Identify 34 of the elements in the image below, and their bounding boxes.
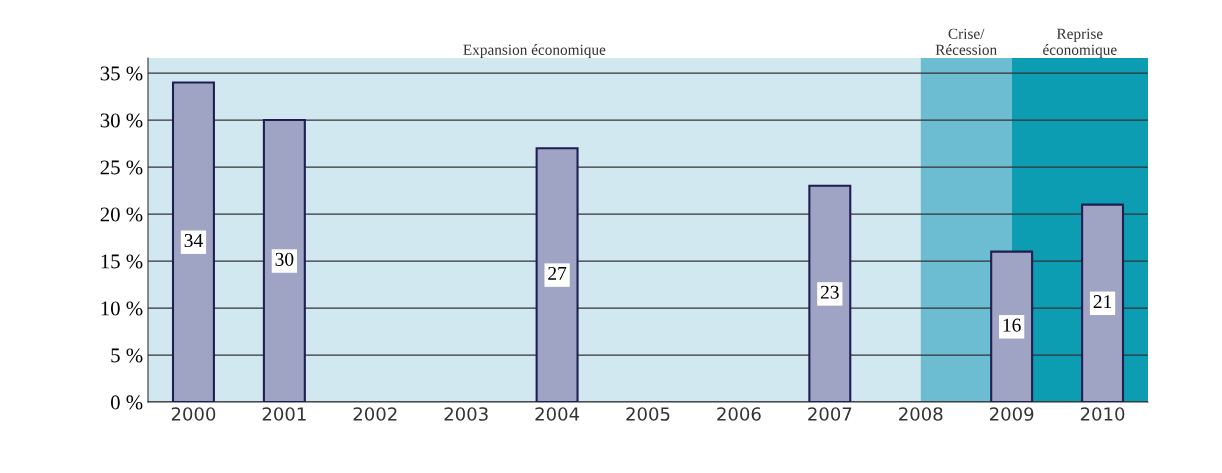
x-tick-label: 2006 xyxy=(717,407,761,421)
data-label: 30 xyxy=(275,252,294,266)
x-tick-label: 2007 xyxy=(808,407,852,421)
x-tick-label: 2004 xyxy=(535,407,580,421)
band-label: Reprise économique xyxy=(1043,28,1117,58)
data-label: 27 xyxy=(548,266,567,280)
x-tick-label: 2009 xyxy=(989,407,1034,421)
x-tick-label: 2010 xyxy=(1080,407,1125,421)
data-label: 21 xyxy=(1093,295,1112,308)
x-tick-label: 2005 xyxy=(626,407,670,421)
x-tick-label: 2000 xyxy=(171,407,216,421)
band-label: Expansion économique xyxy=(463,44,606,58)
y-tick-label: 30 % xyxy=(100,113,143,128)
bar xyxy=(171,81,215,402)
y-tick-label: 20 % xyxy=(100,207,143,222)
band-label: Crise/ Récession xyxy=(935,28,997,55)
bar xyxy=(262,118,306,402)
bar xyxy=(808,184,852,402)
bar xyxy=(535,147,579,402)
y-tick-label: 10 % xyxy=(101,301,143,316)
y-tick-label: 35 % xyxy=(100,66,143,81)
y-tick-label: 15 % xyxy=(101,254,143,269)
y-tick-label: 25 % xyxy=(100,160,143,175)
data-label: 23 xyxy=(820,285,839,299)
x-tick-label: 2008 xyxy=(899,407,943,421)
x-tick-label: 2001 xyxy=(262,407,306,421)
data-label: 34 xyxy=(184,234,203,248)
y-tick-label: 5 % xyxy=(111,348,143,363)
y-tick-label: 0 % xyxy=(110,395,143,410)
bar xyxy=(1081,203,1125,402)
bar xyxy=(990,250,1034,402)
data-label: 16 xyxy=(1003,318,1021,332)
x-tick-label: 2003 xyxy=(444,407,488,421)
x-tick-label: 2002 xyxy=(353,407,397,421)
